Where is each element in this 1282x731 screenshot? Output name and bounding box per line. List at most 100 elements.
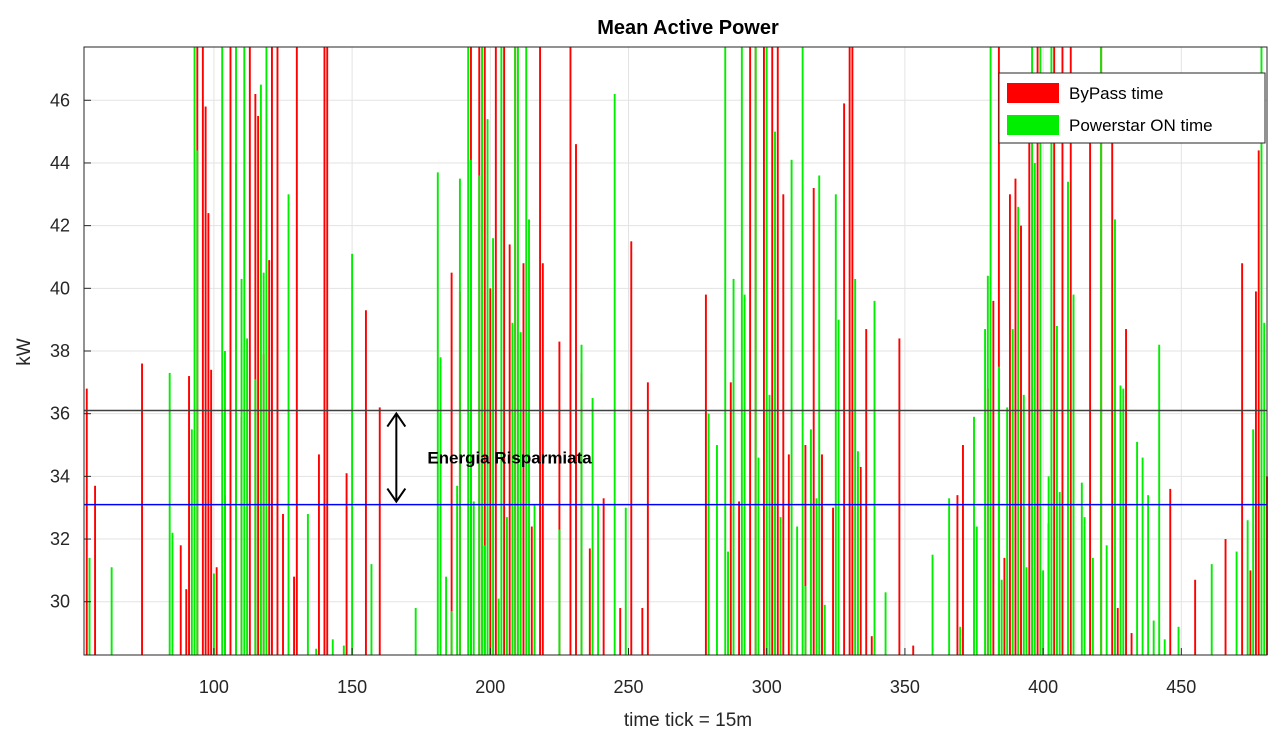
bar (1020, 225, 1022, 655)
bar (500, 47, 503, 655)
bar (326, 47, 329, 655)
bar (1163, 639, 1166, 655)
bar (1014, 178, 1017, 655)
bar (1210, 564, 1213, 655)
bar (168, 372, 171, 655)
bar (505, 517, 508, 655)
bar (575, 144, 577, 655)
bar (1003, 557, 1006, 655)
bar (757, 457, 760, 655)
bar (856, 451, 859, 655)
bar (1006, 407, 1009, 655)
bar (989, 47, 992, 655)
bar (815, 498, 818, 655)
bar (323, 47, 326, 655)
bar (1047, 476, 1050, 655)
bar (859, 466, 862, 655)
y-tick-label: 34 (50, 466, 70, 486)
bar (456, 485, 459, 655)
bar (801, 47, 804, 655)
bar (282, 513, 284, 655)
legend-label: ByPass time (1069, 84, 1163, 103)
bar (215, 567, 218, 655)
bar (624, 507, 627, 655)
bar (779, 517, 782, 655)
bar (641, 607, 644, 655)
bar (470, 159, 472, 655)
bar (1235, 551, 1238, 655)
x-axis-label: time tick = 15m (624, 710, 752, 731)
bar (497, 598, 500, 655)
bar (997, 366, 1000, 655)
y-axis-ticks: 30 32 34 36 38 40 42 44 46 (50, 90, 91, 612)
bar (1254, 291, 1257, 655)
bar (210, 369, 213, 655)
bar (248, 47, 251, 655)
bar (445, 576, 448, 655)
bar (768, 394, 771, 655)
bar (1252, 429, 1255, 655)
bar (481, 47, 483, 655)
bar (517, 47, 519, 655)
bar (1158, 344, 1161, 655)
bar (804, 586, 807, 655)
bar (1091, 557, 1094, 655)
bar (1009, 194, 1011, 656)
bar (370, 564, 373, 655)
bar (450, 272, 453, 655)
bar (436, 172, 439, 656)
bar (646, 382, 649, 655)
bar (1011, 329, 1014, 655)
annotation: Energia Risparmiata (386, 411, 592, 504)
bar (818, 175, 821, 656)
bar (992, 300, 995, 655)
bar (1055, 325, 1058, 655)
bar (774, 131, 776, 655)
bar (268, 260, 271, 655)
bar (489, 288, 492, 655)
bar (630, 241, 633, 655)
bar (580, 344, 583, 655)
bar (1114, 219, 1116, 655)
bar (193, 47, 196, 655)
legend: ByPass time Powerstar ON time (998, 72, 1266, 144)
y-axis-label: kW (14, 338, 35, 366)
bar (986, 275, 989, 655)
bar (832, 507, 834, 655)
x-tick-label: 300 (752, 677, 782, 697)
chart-title: Mean Active Power (597, 17, 779, 39)
bar (1111, 141, 1114, 655)
x-tick-label: 350 (890, 677, 920, 697)
bar (884, 592, 887, 655)
bar (265, 47, 268, 655)
bar (212, 573, 215, 655)
x-tick-label: 250 (613, 677, 643, 697)
bar (754, 47, 757, 655)
x-tick-label: 200 (475, 677, 505, 697)
bar (295, 47, 298, 655)
bar (1017, 206, 1020, 655)
bar (207, 213, 210, 655)
y-tick-label: 46 (50, 90, 70, 110)
bar (185, 589, 188, 655)
legend-swatch (1007, 115, 1059, 135)
bar (528, 219, 530, 655)
bar (483, 545, 486, 655)
bar (743, 294, 746, 655)
bar (716, 445, 718, 655)
bar (787, 454, 790, 655)
bar (1031, 47, 1034, 655)
bar (503, 47, 506, 655)
bar (317, 454, 320, 655)
bar (345, 473, 348, 655)
bar (588, 548, 591, 655)
y-tick-label: 44 (50, 153, 70, 173)
bar (727, 551, 729, 655)
bar (271, 47, 273, 655)
bar (458, 178, 461, 655)
bar (851, 47, 854, 655)
bar (1050, 47, 1053, 655)
bar (823, 604, 826, 655)
bar (898, 338, 901, 655)
